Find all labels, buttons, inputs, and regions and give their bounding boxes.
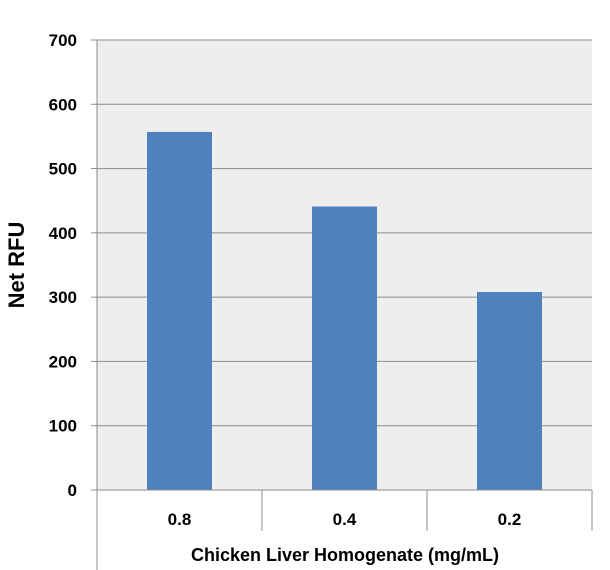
y-tick-label: 300 (49, 288, 77, 307)
x-tick-labels: 0.8 0.4 0.2 (168, 490, 593, 531)
y-tick-label: 100 (49, 417, 77, 436)
y-axis-title: Net RFU (4, 222, 29, 309)
x-tick-label: 0.4 (333, 510, 357, 529)
bar (147, 131, 212, 490)
y-tick-label: 200 (49, 352, 77, 371)
bar (312, 206, 377, 490)
y-tick-label: 600 (49, 95, 77, 114)
y-tick-label: 0 (68, 481, 77, 500)
x-tick-label: 0.2 (498, 510, 522, 529)
x-axis-title: Chicken Liver Homogenate (mg/mL) (191, 545, 499, 565)
bars (147, 131, 542, 490)
bar (477, 292, 542, 490)
axes (91, 40, 592, 570)
y-tick-label: 700 (49, 31, 77, 50)
y-tick-label: 400 (49, 224, 77, 243)
y-tick-labels: 0 100 200 300 400 500 600 700 (49, 31, 77, 500)
x-tick-label: 0.8 (168, 510, 192, 529)
y-tick-label: 500 (49, 160, 77, 179)
